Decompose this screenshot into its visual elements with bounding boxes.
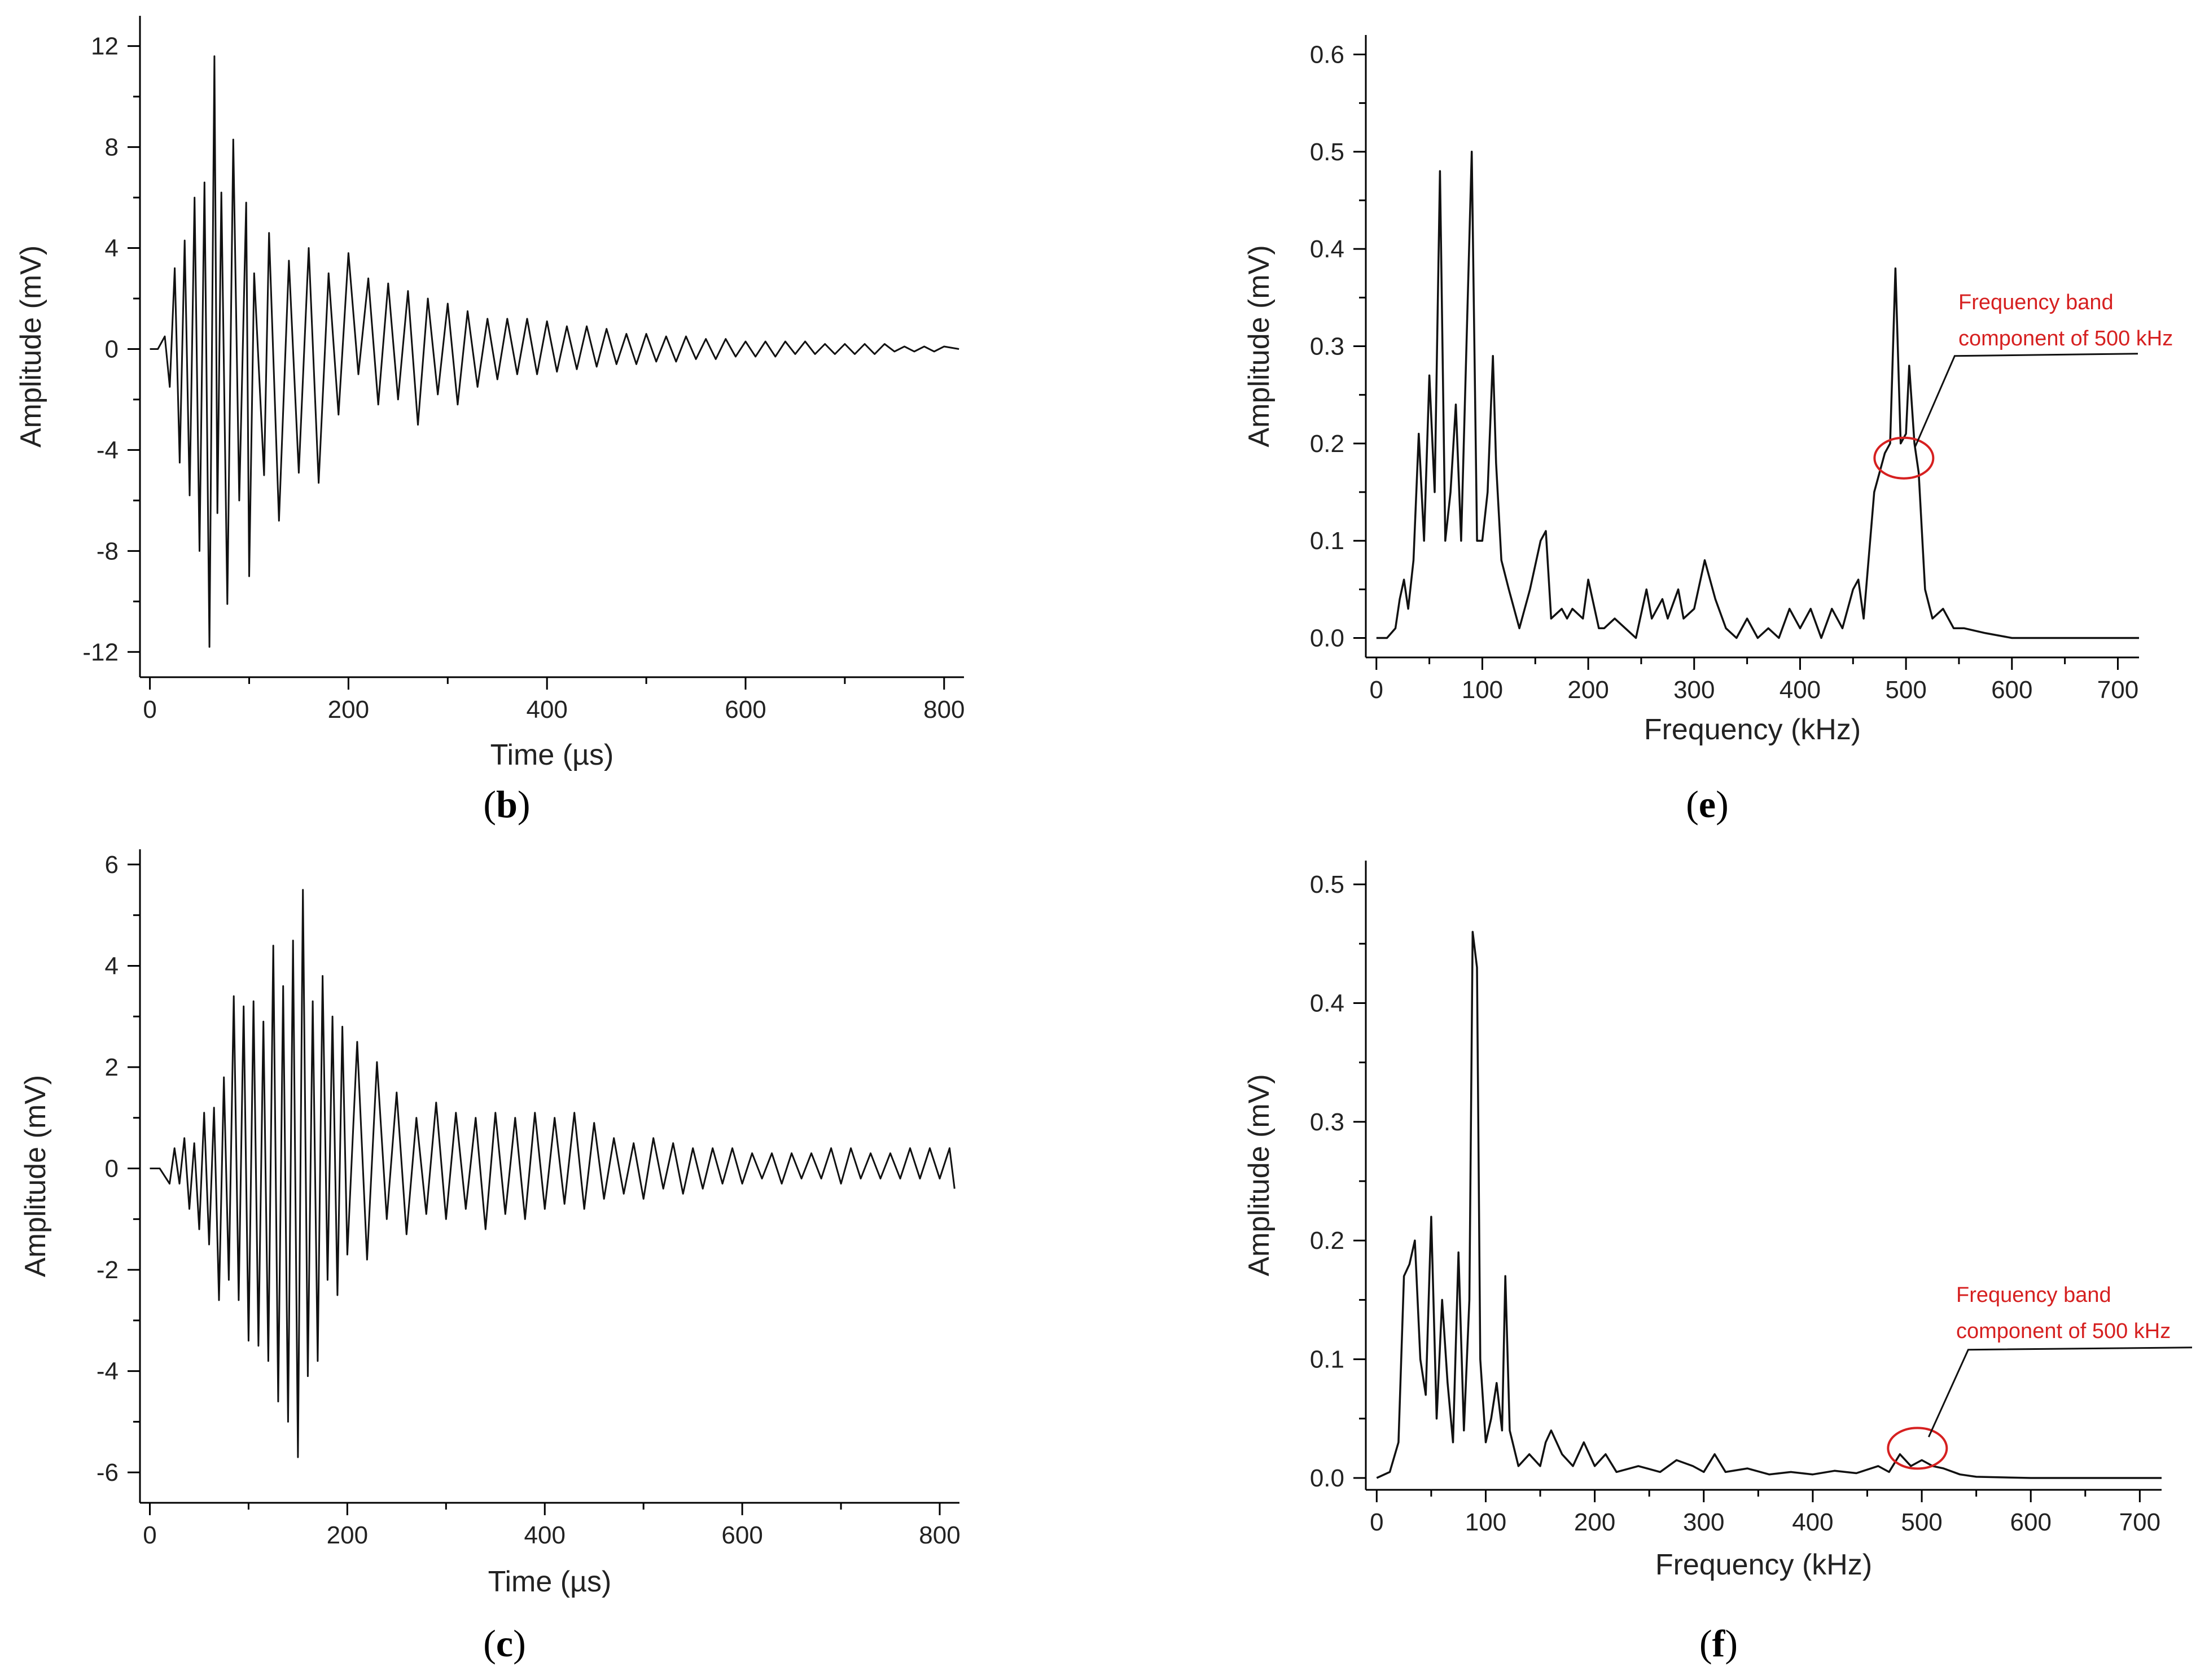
x-tick-label: 200 <box>328 696 369 723</box>
annotation-text-line1: Frequency band <box>1956 1283 2111 1307</box>
panel-c: 0 200 400 600 800 -6 -4 -2 0 2 4 6 Time (µs) Amplitud… <box>19 849 961 1665</box>
y-tick-label: -6 <box>97 1459 119 1486</box>
y-tick-label: 0 <box>105 335 119 363</box>
panel-label: (e) <box>1686 783 1729 826</box>
series-line <box>1376 151 2139 639</box>
y-tick-label: -4 <box>97 436 119 464</box>
x-tick-label: 0 <box>143 1521 156 1549</box>
y-tick-label: 0.0 <box>1310 625 1344 652</box>
annotation-text-line1: Frequency band <box>1958 291 2114 314</box>
x-tick-label: 700 <box>2119 1508 2160 1536</box>
y-tick-label: 0.5 <box>1310 138 1344 166</box>
x-tick-label: 500 <box>1901 1508 1942 1536</box>
y-tick-label: 2 <box>105 1054 119 1081</box>
panel-label: (b) <box>483 783 530 826</box>
y-tick-label: 6 <box>105 851 119 879</box>
x-tick-label: 300 <box>1673 676 1715 704</box>
x-tick-label: 200 <box>327 1521 368 1549</box>
panel-label: (c) <box>483 1622 526 1665</box>
y-tick-label: -4 <box>97 1358 119 1385</box>
series-line <box>1376 931 2162 1479</box>
panel-e: 0 100 200 300 400 500 600 700 0.0 0.1 0.2 0.3 0.4 0.5… <box>1243 35 2173 826</box>
y-tick-label: 0.1 <box>1310 527 1344 555</box>
x-tick-label: 200 <box>1567 676 1608 704</box>
x-tick-label: 0 <box>1370 1508 1383 1536</box>
y-tick-label: -8 <box>97 537 119 565</box>
y-tick-label: 0.1 <box>1310 1346 1344 1374</box>
annotation-text-line2: component of 500 kHz <box>1958 327 2173 350</box>
y-axis-label: Amplitude (mV) <box>1243 1074 1276 1276</box>
x-tick-label: 400 <box>1792 1508 1833 1536</box>
annotation-circle <box>1873 436 1935 480</box>
x-tick-label: 0 <box>143 696 156 723</box>
x-tick-label: 600 <box>721 1521 762 1549</box>
x-tick-label: 700 <box>2097 676 2138 704</box>
x-tick-label: 400 <box>526 696 567 723</box>
x-tick-label: 400 <box>524 1521 566 1549</box>
x-tick-label: 600 <box>2010 1508 2052 1536</box>
y-tick-label: 0.6 <box>1310 41 1344 68</box>
y-tick-label: 8 <box>105 134 119 161</box>
y-tick-label: 0 <box>105 1155 119 1183</box>
y-tick-label: 4 <box>105 952 119 980</box>
y-tick-label: 0.4 <box>1310 989 1344 1017</box>
y-tick-label: 4 <box>105 235 119 262</box>
annotation-leader <box>1927 1346 2193 1437</box>
panel-label: (f) <box>1699 1622 1738 1665</box>
y-tick-label: -2 <box>97 1256 119 1284</box>
x-tick-label: 500 <box>1885 676 1926 704</box>
y-tick-label: 0.3 <box>1310 1108 1344 1136</box>
x-axis-label: Frequency (kHz) <box>1644 713 1861 746</box>
panel-f: 0 100 200 300 400 500 600 700 0.0 0.1 0.2 0.3 0.4 0.5… <box>1243 861 2193 1665</box>
x-tick-label: 800 <box>923 696 965 723</box>
x-tick-label: 800 <box>919 1521 960 1549</box>
series-line <box>150 889 956 1458</box>
x-tick-label: 400 <box>1780 676 1821 704</box>
x-tick-label: 600 <box>1991 676 2032 704</box>
x-axis-label: Time (µs) <box>490 739 614 771</box>
series-line <box>150 55 959 648</box>
x-tick-label: 100 <box>1462 676 1503 704</box>
x-tick-label: 100 <box>1465 1508 1506 1536</box>
annotation-circle <box>1887 1427 1948 1470</box>
x-tick-label: 600 <box>725 696 766 723</box>
panel-b: 0 200 400 600 800 -12 -8 -4 0 4 8 12 Time (µs) Amplit… <box>15 16 965 826</box>
x-axis-label: Time (µs) <box>488 1565 612 1598</box>
y-tick-label: 0.2 <box>1310 430 1344 458</box>
x-tick-label: 0 <box>1370 676 1383 704</box>
y-axis-label: Amplitude (mV) <box>19 1075 52 1277</box>
x-axis-label: Frequency (kHz) <box>1655 1549 1872 1581</box>
y-tick-label: 0.5 <box>1310 871 1344 898</box>
y-tick-label: 0.2 <box>1310 1227 1344 1254</box>
annotation-text-line2: component of 500 kHz <box>1956 1319 2171 1343</box>
y-axis-label: Amplitude (mV) <box>15 245 47 448</box>
y-tick-label: -12 <box>82 638 119 666</box>
x-tick-label: 300 <box>1683 1508 1724 1536</box>
annotation-leader <box>1914 353 2138 448</box>
y-tick-label: 0.3 <box>1310 333 1344 361</box>
y-tick-label: 0.0 <box>1310 1464 1344 1492</box>
y-tick-label: 0.4 <box>1310 235 1344 263</box>
y-axis-label: Amplitude (mV) <box>1243 245 1276 447</box>
y-tick-label: 12 <box>91 33 119 60</box>
x-tick-label: 200 <box>1574 1508 1615 1536</box>
